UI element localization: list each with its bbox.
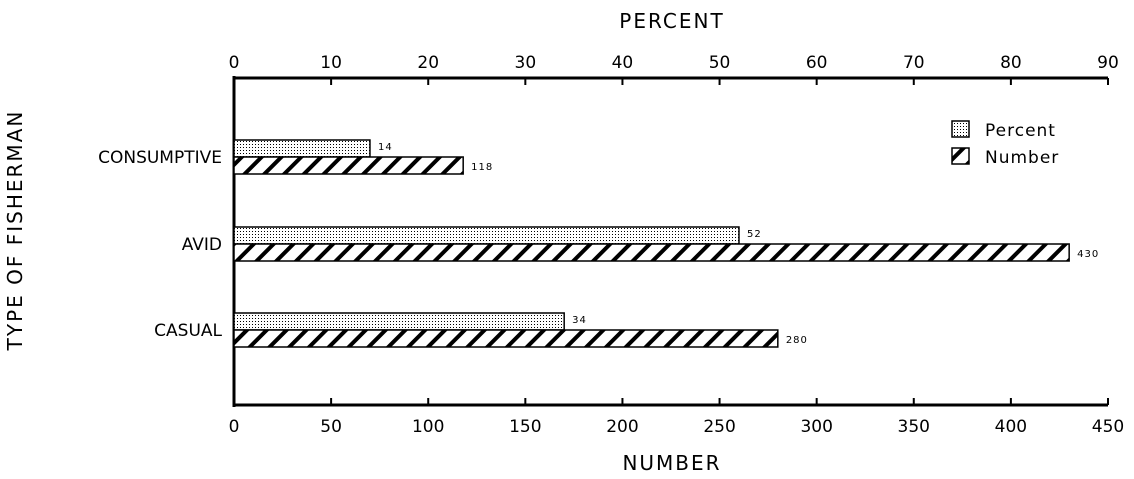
top-tick-label: 30 [515,53,537,73]
legend: Percent Number [951,120,1059,168]
data-label-number: 430 [1077,249,1099,260]
y-axis-title: TYPE OF FISHERMAN [3,110,27,352]
data-label-number: 118 [471,162,493,173]
bottom-tick-label: 400 [995,417,1027,437]
top-tick-label: 40 [612,53,634,73]
bar-percent [233,226,740,245]
top-tick-label: 0 [229,53,240,73]
category-label: CONSUMPTIVE [98,148,222,168]
bottom-tick-label: 300 [800,417,832,437]
bar-percent [233,312,565,331]
bottom-tick-label: 250 [703,417,735,437]
top-tick-label: 60 [806,53,828,73]
data-label-percent: 14 [378,142,393,153]
bottom-tick-label: 150 [509,417,541,437]
bar-number [233,329,779,348]
bottom-tick-label: 50 [320,417,342,437]
legend-swatch-percent [951,120,970,138]
category-label: CASUAL [154,321,222,341]
bottom-tick-label: 350 [898,417,930,437]
legend-label-percent: Percent [985,121,1056,141]
bar-percent [233,139,371,158]
top-tick-label: 10 [320,53,342,73]
bottom-tick-label: 100 [412,417,444,437]
top-tick-label: 20 [417,53,439,73]
bottom-tick-label: 200 [606,417,638,437]
bar-number [233,243,1070,262]
bottom-tick-label: 450 [1092,417,1124,437]
legend-swatch-number [951,147,970,165]
top-tick-label: 80 [1000,53,1022,73]
top-tick-label: 90 [1097,53,1119,73]
top-axis-title: PERCENT [619,9,724,33]
bottom-tick-label: 0 [229,417,240,437]
top-tick-label: 50 [709,53,731,73]
data-label-percent: 52 [747,229,762,240]
data-label-number: 280 [786,335,808,346]
bottom-axis-title: NUMBER [622,451,721,475]
data-label-percent: 34 [572,315,587,326]
legend-label-number: Number [985,148,1059,168]
bar-number [233,156,464,175]
category-label: AVID [182,235,222,255]
top-tick-label: 70 [903,53,925,73]
